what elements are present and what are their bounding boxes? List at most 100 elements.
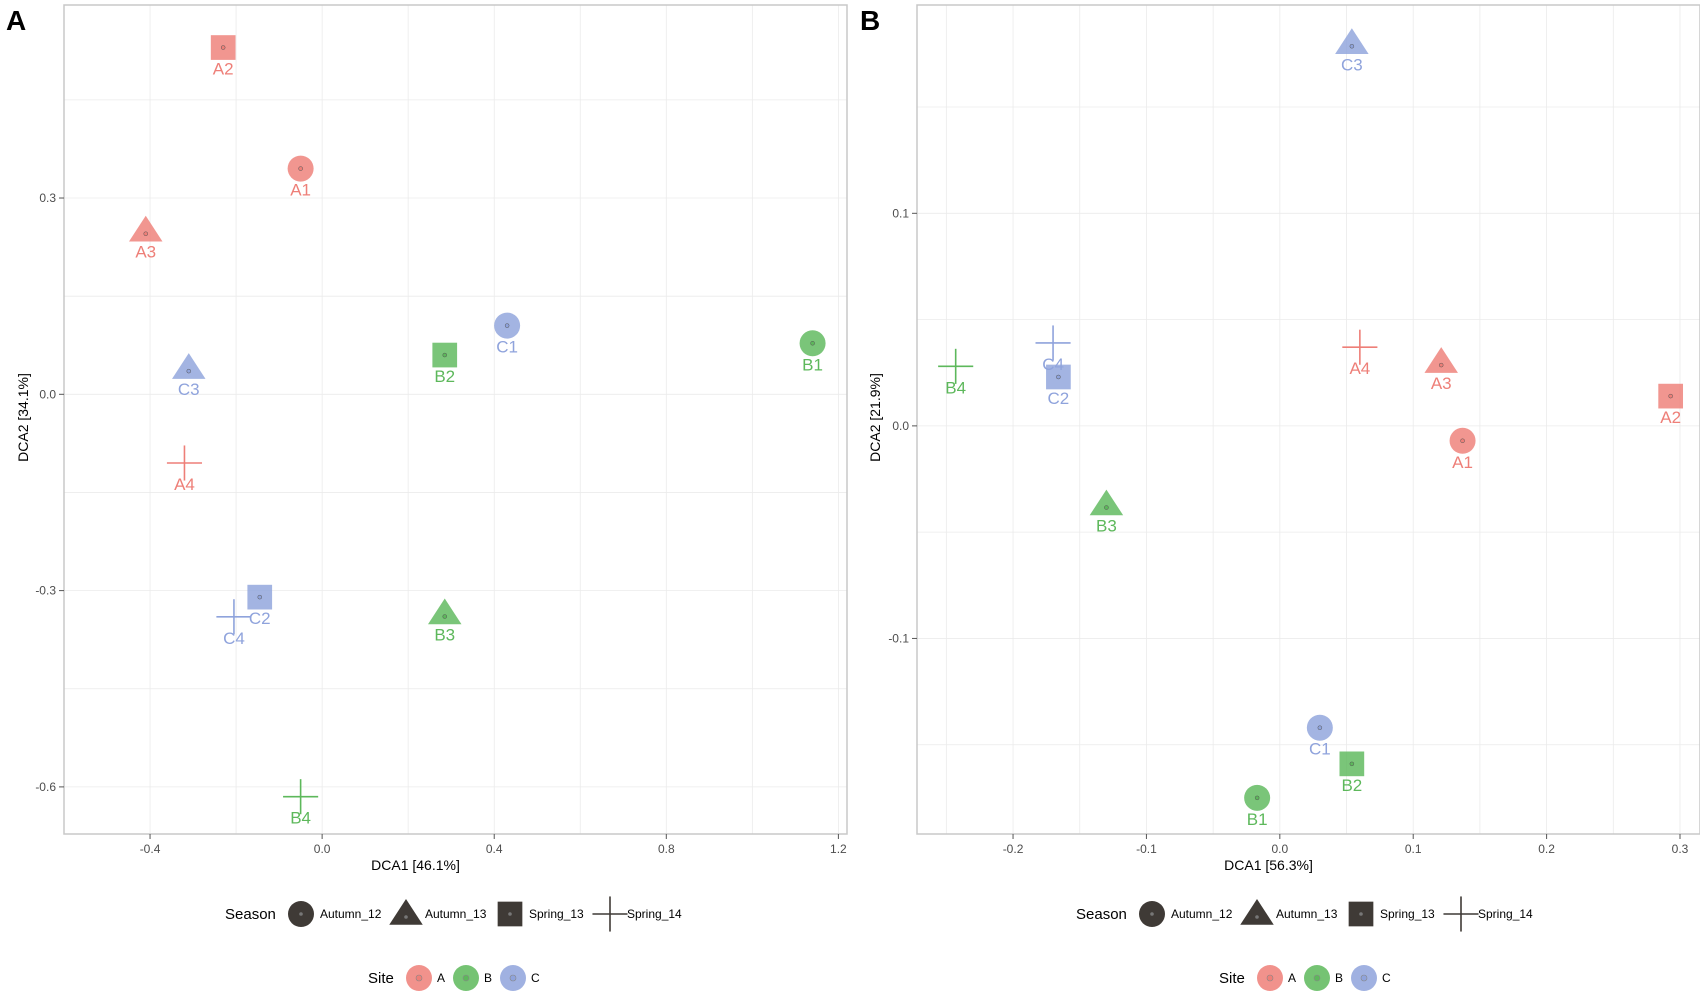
point-B1: B1 [799, 330, 826, 374]
point-label: B2 [434, 367, 455, 386]
legend-site-label: A [437, 971, 445, 985]
gridlines [64, 5, 847, 834]
point-label: C4 [1042, 355, 1064, 374]
point-label: C3 [1341, 55, 1363, 74]
point-label: B3 [434, 626, 455, 645]
point-center-dot [442, 352, 447, 358]
legend-season-label: Spring_14 [627, 907, 682, 921]
point-center-dot [186, 368, 192, 374]
legend-key-dot [299, 912, 303, 916]
legend-key-dot [1255, 915, 1259, 919]
point-center-dot [1317, 725, 1323, 730]
x-tick-label: 0.8 [658, 842, 675, 856]
legend-site-item-C: C [500, 965, 540, 991]
point-C2: C2 [247, 584, 273, 628]
point-center-dot [504, 323, 510, 328]
point-label: B4 [945, 378, 966, 397]
point-label: A2 [1660, 408, 1681, 427]
legend-season-label: Spring_13 [1380, 907, 1435, 921]
legend-key-dot [1266, 974, 1274, 982]
point-marker [1424, 347, 1458, 373]
point-label: A4 [174, 475, 195, 494]
point-marker [166, 445, 203, 481]
point-B3: B3 [1089, 489, 1124, 536]
legend-site-label: B [1335, 971, 1343, 985]
legend-season-label: Autumn_13 [425, 907, 487, 921]
x-axis-label: DCA1 [46.1%] [371, 857, 460, 873]
point-B2: B2 [432, 342, 458, 386]
legend-season-key [1240, 899, 1274, 925]
point-label: A1 [1452, 453, 1473, 472]
point-label: B3 [1096, 517, 1117, 536]
point-center-dot [257, 594, 262, 600]
legend: Season Autumn_12 Autumn_13 Spring_13 Spring_… [225, 896, 682, 991]
legend-season-label: Autumn_13 [1276, 907, 1338, 921]
x-tick-label: 0.1 [1405, 842, 1422, 856]
point-marker [283, 779, 319, 815]
point-label: C1 [1309, 740, 1331, 759]
point-center-dot [442, 614, 447, 619]
panel-letter: A [6, 5, 26, 36]
legend-key-dot [509, 974, 517, 982]
data-points: A1 A2 A3 A4 B1 B2 B3 B4 C1 C2 C3 C4 [128, 35, 826, 828]
point-label: A4 [1349, 359, 1370, 378]
point-A2: A2 [210, 35, 236, 79]
legend-site-label: C [1382, 971, 1391, 985]
y-tick-label: 0.0 [892, 419, 909, 433]
point-label: B1 [802, 355, 823, 374]
legend-key-dot [462, 974, 470, 982]
point-marker [128, 215, 163, 242]
legend-season-label: Spring_14 [1478, 907, 1533, 921]
gridlines [917, 5, 1700, 834]
legend-season-item-Spring_14: Spring_14 [592, 896, 682, 932]
point-marker [1035, 325, 1071, 361]
point-center-dot [1668, 393, 1673, 399]
point-B1: B1 [1244, 784, 1271, 829]
x-tick-label: 1.2 [830, 842, 847, 856]
point-label: C4 [223, 629, 245, 648]
legend-site-item-A: A [1257, 965, 1296, 991]
legend-season-title: Season [1076, 906, 1127, 923]
point-C2: C2 [1046, 364, 1071, 408]
panel-A: A -0.4 0.0 0.4 0.8 1.2 -0.6 -0.3 0.0 0.3 DCA1 [46.… [6, 4, 848, 991]
legend-key-dot [1360, 974, 1368, 982]
point-center-dot [1254, 795, 1260, 801]
point-label: B2 [1341, 776, 1362, 795]
legend-season-item-Spring_13: Spring_13 [1348, 901, 1435, 927]
legend-site-item-C: C [1351, 965, 1391, 991]
point-B4: B4 [283, 779, 319, 828]
x-tick-label: 0.4 [486, 842, 503, 856]
y-tick-label: -0.6 [35, 780, 56, 794]
point-marker [1335, 28, 1369, 55]
y-tick-label: 0.3 [39, 191, 56, 205]
plot-background [64, 5, 847, 834]
x-tick-label: -0.1 [1136, 842, 1157, 856]
data-points: A1 A2 A3 A4 B1 B2 B3 B4 C1 C2 C3 C4 [938, 28, 1684, 829]
legend-key-dot [415, 974, 423, 982]
point-label: B1 [1247, 810, 1268, 829]
legend-season-key [1443, 896, 1479, 932]
x-tick-label: -0.2 [1003, 842, 1024, 856]
point-A4: A4 [1342, 329, 1378, 378]
legend-season-item-Spring_13: Spring_13 [497, 901, 584, 927]
point-A3: A3 [1424, 347, 1458, 393]
legend-season-key [389, 899, 423, 925]
point-center-dot [1056, 374, 1061, 380]
point-A1: A1 [287, 155, 314, 200]
panel-B: B -0.2 -0.1 0.0 0.1 0.2 0.3 -0.1 0.0 0.1 DCA1 [56.… [860, 4, 1700, 991]
y-axis-label: DCA2 [34.1%] [15, 373, 31, 462]
x-tick-label: 0.0 [1271, 842, 1288, 856]
point-center-dot [1349, 761, 1355, 767]
legend-season-item-Spring_14: Spring_14 [1443, 896, 1533, 932]
point-B2: B2 [1339, 751, 1365, 795]
legend-season-key [592, 896, 628, 932]
plot-background [917, 5, 1700, 834]
point-center-dot [220, 45, 226, 50]
point-label: C3 [178, 380, 200, 399]
point-marker [1089, 489, 1124, 516]
legend-site-label: C [531, 971, 540, 985]
point-marker [428, 598, 462, 625]
legend-site-label: A [1288, 971, 1296, 985]
point-center-dot [298, 166, 303, 171]
